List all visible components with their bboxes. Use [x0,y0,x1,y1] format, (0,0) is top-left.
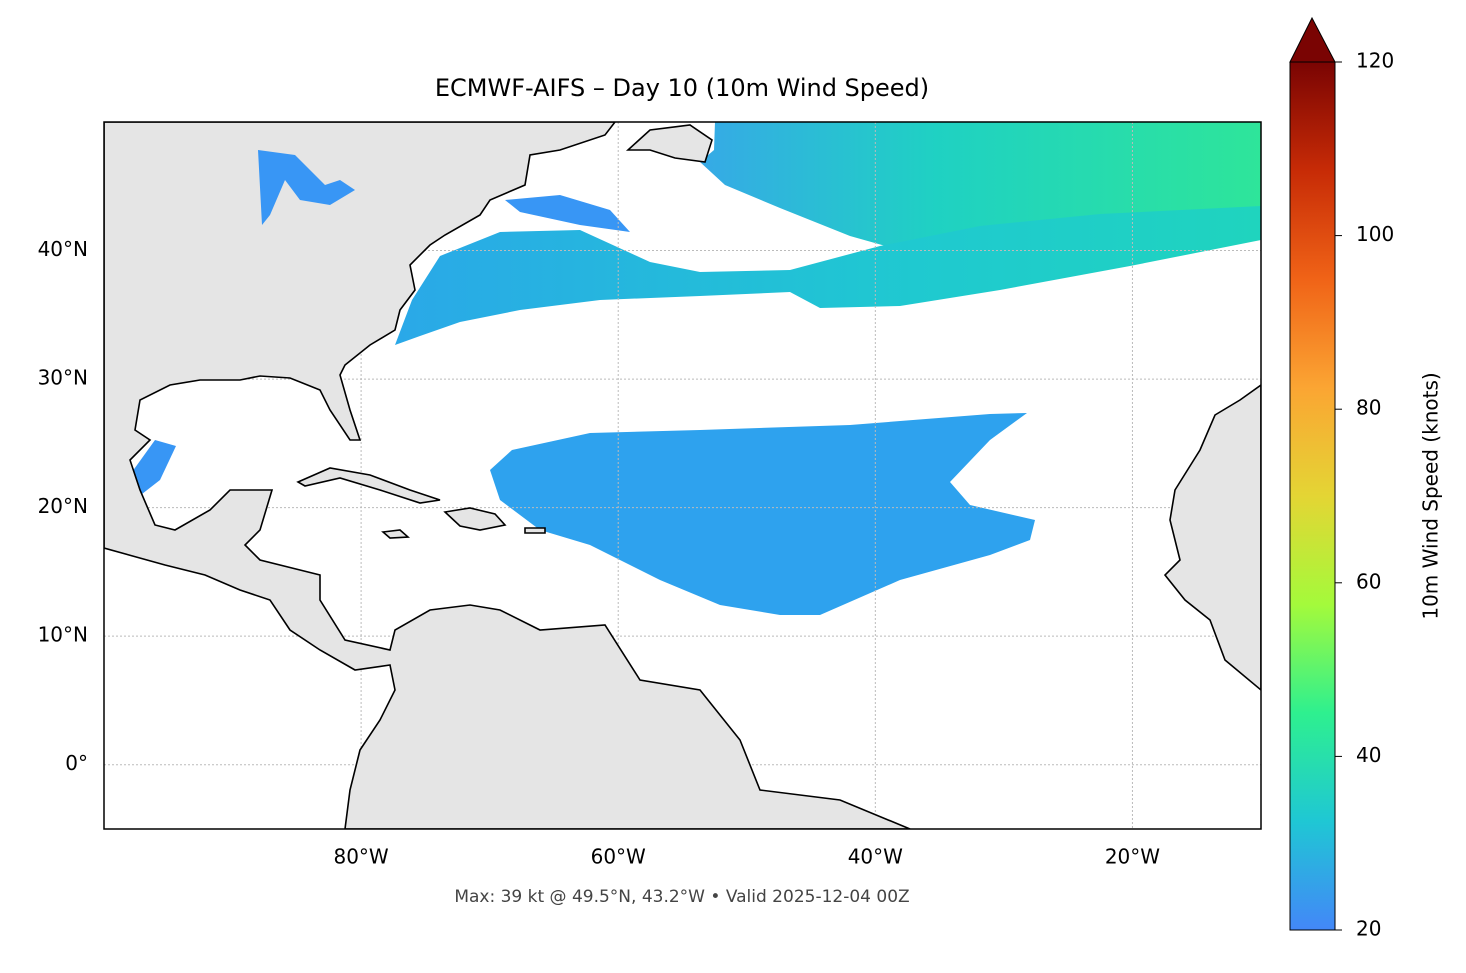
colorbar [1289,61,1336,931]
colorbar-tick-label: 120 [1356,49,1394,73]
y-tick-label: 0° [65,751,88,775]
colorbar-tick-label: 80 [1356,396,1381,420]
land [625,124,713,163]
lake [258,150,355,225]
footer-note: Max: 39 kt @ 49.5°N, 43.2°W • Valid 2025… [454,887,909,907]
island [381,529,411,539]
y-tick-label: 10°N [38,623,88,647]
map-area [104,122,1261,829]
colorbar-label: 10m Wind Speed (knots) [1419,372,1443,619]
land [104,122,911,829]
y-tick-label: 40°N [38,237,88,261]
map-frame [103,121,1262,830]
island [296,467,441,504]
map-title: ECMWF-AIFS – Day 10 (10m Wind Speed) [435,74,929,102]
colorbar-tick-label: 40 [1356,743,1381,767]
colorbar-extend [1289,16,1336,63]
x-tick-label: 20°W [1105,845,1160,869]
island [443,507,507,531]
y-tick-label: 20°N [38,494,88,518]
axis-ticks: 80°W 60°W 40°W 20°W 0° 10°N 20°N 30°N 40°N [38,237,1161,868]
x-tick-label: 80°W [333,845,388,869]
island [524,527,546,534]
land [1163,384,1261,692]
x-tick-label: 60°W [591,845,646,869]
colorbar-tick-label: 20 [1356,917,1381,941]
y-tick-label: 30°N [38,366,88,390]
colorbar-tick-label: 60 [1356,569,1381,593]
colorbar-tick-label: 100 [1356,222,1394,246]
x-tick-label: 40°W [848,845,903,869]
wind-field [132,440,176,494]
wind-field [490,413,1035,615]
wind-field [505,195,630,232]
wind-field [395,206,1261,345]
